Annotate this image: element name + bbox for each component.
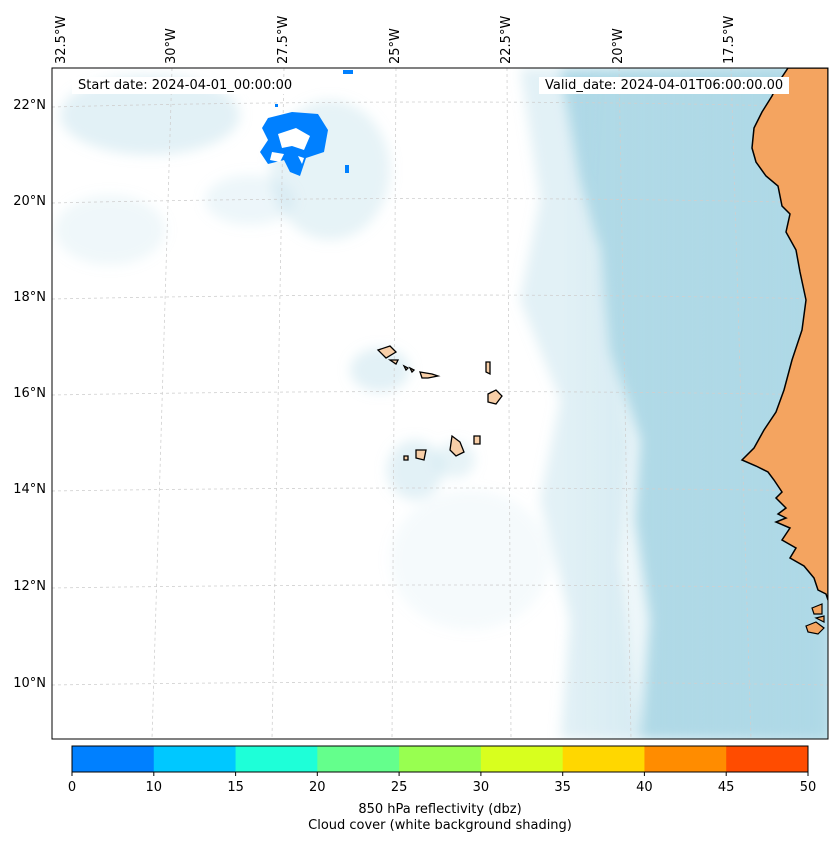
lon-label-22-5w: 22.5°W (499, 15, 514, 64)
colorbar-segment (399, 746, 482, 772)
colorbar-tick-marks (71, 772, 809, 776)
colorbar-tick-20: 20 (309, 780, 326, 795)
lon-label-25w: 25°W (388, 28, 403, 64)
colorbar-tick-15: 15 (227, 780, 244, 795)
lat-label-22n: 22°N (13, 98, 46, 113)
colorbar-segment (562, 746, 645, 772)
colorbar-tick-10: 10 (145, 780, 163, 795)
colorbar-segment (726, 746, 809, 772)
colorbar-segment (235, 746, 318, 772)
graticule (52, 68, 828, 739)
map-frame (51, 67, 829, 740)
valid-date-label: Valid_date: 2024-04-01T06:00:00.00 (539, 77, 790, 94)
colorbar-tick-25: 25 (390, 780, 408, 795)
lat-label-20n: 20°N (13, 194, 46, 209)
colorbar-tick-40: 40 (636, 780, 653, 795)
colorbar-tick-35: 35 (554, 780, 571, 795)
colorbar-tick-30: 30 (472, 780, 490, 795)
colorbar-tick-45: 45 (717, 780, 735, 795)
start-date-label: Start date: 2024-04-01_00:00:00 (72, 77, 299, 94)
lat-label-10n: 10°N (13, 676, 46, 691)
colorbar-sublabel: Cloud cover (white background shading) (308, 818, 572, 833)
cape-verde-islands (376, 345, 503, 461)
africa-land (740, 68, 828, 601)
lon-label-20w: 20°W (611, 28, 626, 64)
colorbar-frame (71, 745, 809, 773)
lon-label-27-5w: 27.5°W (276, 15, 291, 64)
reflectivity-holes (270, 128, 310, 164)
lon-label-30w: 30°W (164, 28, 179, 64)
lon-label-32-5w: 32.5°W (54, 15, 69, 64)
colorbar-tick-0: 0 (67, 780, 77, 795)
lat-label-14n: 14°N (13, 482, 46, 497)
colorbar (72, 746, 809, 772)
lat-label-18n: 18°N (13, 290, 46, 305)
colorbar-segment (480, 746, 564, 772)
colorbar-segment (644, 746, 727, 772)
lon-label-17-5w: 17.5°W (722, 15, 737, 64)
coastal-islands (805, 603, 825, 635)
colorbar-segment (153, 746, 237, 772)
lat-label-16n: 16°N (13, 386, 46, 401)
colorbar-segment (317, 746, 400, 772)
colorbar-segment (72, 746, 155, 772)
lat-label-12n: 12°N (13, 579, 46, 594)
colorbar-tick-50: 50 (799, 780, 817, 795)
colorbar-label: 850 hPa reflectivity (dbz) (358, 802, 522, 817)
